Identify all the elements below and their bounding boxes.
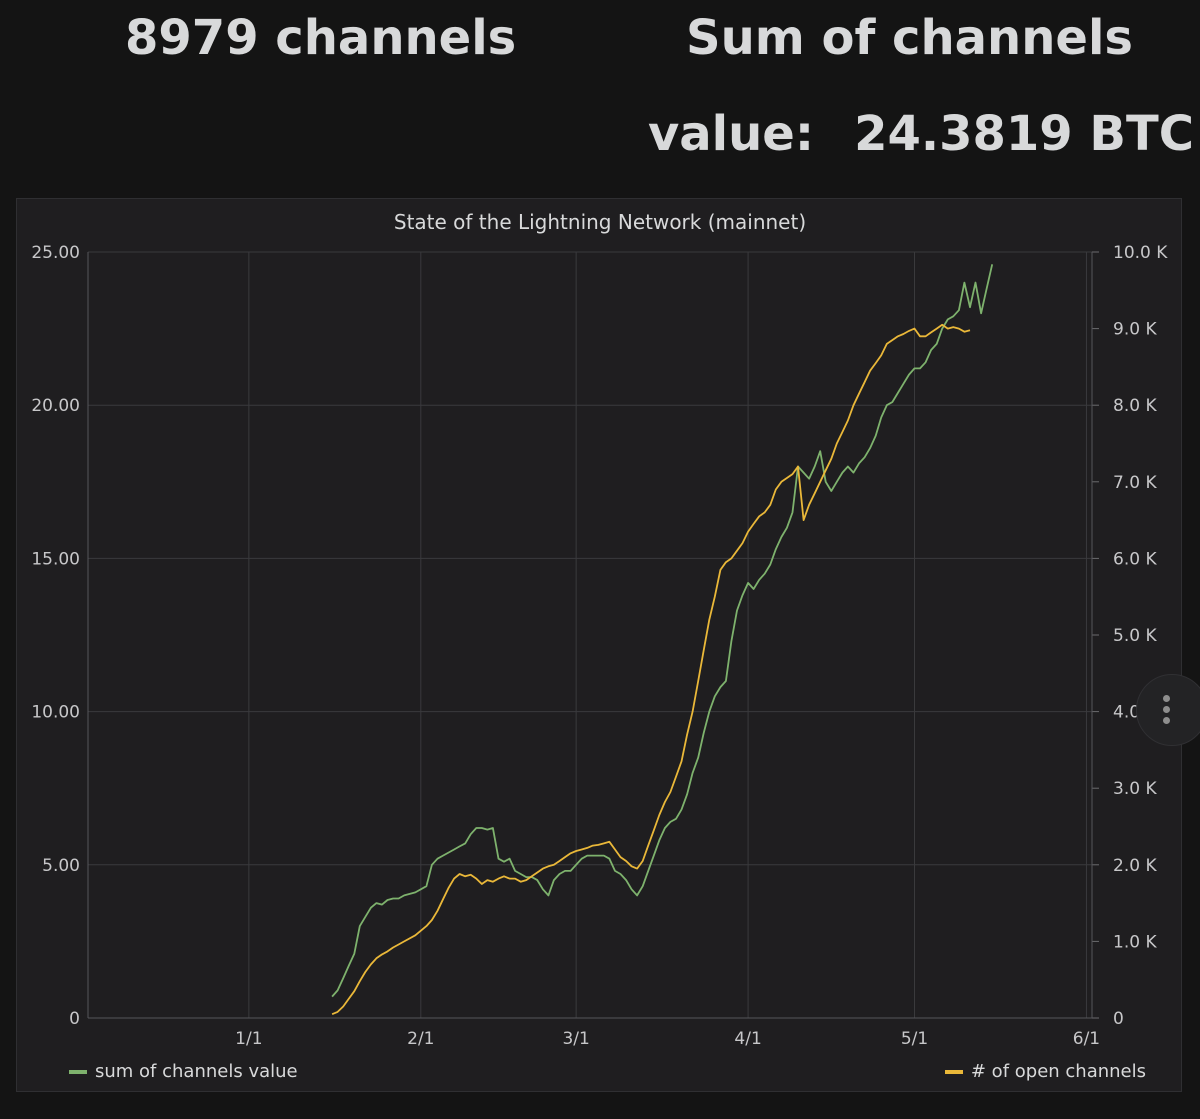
vertical-ellipsis-icon[interactable] xyxy=(1136,674,1200,746)
legend-swatch-yellow xyxy=(944,1069,963,1074)
y-right-tick-label: 5.0 K xyxy=(1113,626,1157,646)
y-right-tick-label: 3.0 K xyxy=(1113,779,1157,799)
y-right-tick-label: 0 xyxy=(1113,1009,1124,1029)
y-right-tick-label: 1.0 K xyxy=(1113,932,1157,952)
x-tick-label: 5/1 xyxy=(901,1029,928,1049)
y-left-tick-label: 5.00 xyxy=(42,856,80,876)
series-line--of-open-channels xyxy=(331,323,971,1016)
channels-count-stat: 8979 channels xyxy=(125,10,517,66)
panel-title: State of the Lightning Network (mainnet) xyxy=(393,210,807,234)
legend-swatch-green xyxy=(69,1069,87,1074)
y-left-tick-label: 20.00 xyxy=(31,396,80,416)
ellipsis-dot xyxy=(1163,706,1170,713)
legend-label: # of open channels xyxy=(970,1061,1146,1082)
x-tick-label: 1/1 xyxy=(235,1029,262,1049)
x-tick-label: 4/1 xyxy=(734,1029,761,1049)
y-right-tick-label: 7.0 K xyxy=(1113,473,1157,493)
sum-value-label: value: xyxy=(648,106,815,162)
sum-value-amount: 24.3819 BTC xyxy=(854,106,1194,162)
y-left-tick-label: 10.00 xyxy=(31,703,80,723)
x-tick-label: 6/1 xyxy=(1073,1029,1100,1049)
y-right-tick-label: 6.0 K xyxy=(1113,549,1157,569)
x-tick-label: 2/1 xyxy=(407,1029,434,1049)
legend-item-sum-of-channels-value[interactable]: sum of channels value xyxy=(69,1061,298,1082)
legend-item-open-channels[interactable]: # of open channels xyxy=(944,1061,1146,1082)
y-right-tick-label: 9.0 K xyxy=(1113,320,1157,340)
y-right-tick-label: 2.0 K xyxy=(1113,856,1157,876)
ellipsis-dot xyxy=(1163,717,1170,724)
y-left-tick-label: 15.00 xyxy=(31,549,80,569)
sum-of-channels-title: Sum of channels xyxy=(686,10,1133,66)
y-left-tick-label: 25.00 xyxy=(31,243,80,263)
x-tick-label: 3/1 xyxy=(562,1029,589,1049)
sum-of-channels-value-stat: value: 24.3819 BTC xyxy=(648,110,1194,158)
y-left-tick-label: 0 xyxy=(69,1009,80,1029)
y-right-tick-label: 10.0 K xyxy=(1113,243,1168,263)
y-right-tick-label: 8.0 K xyxy=(1113,396,1157,416)
chart-panel xyxy=(16,198,1182,1092)
legend-label: sum of channels value xyxy=(95,1061,298,1082)
series-line-sum-of-channels-value xyxy=(331,264,994,998)
ellipsis-dot xyxy=(1163,695,1170,702)
